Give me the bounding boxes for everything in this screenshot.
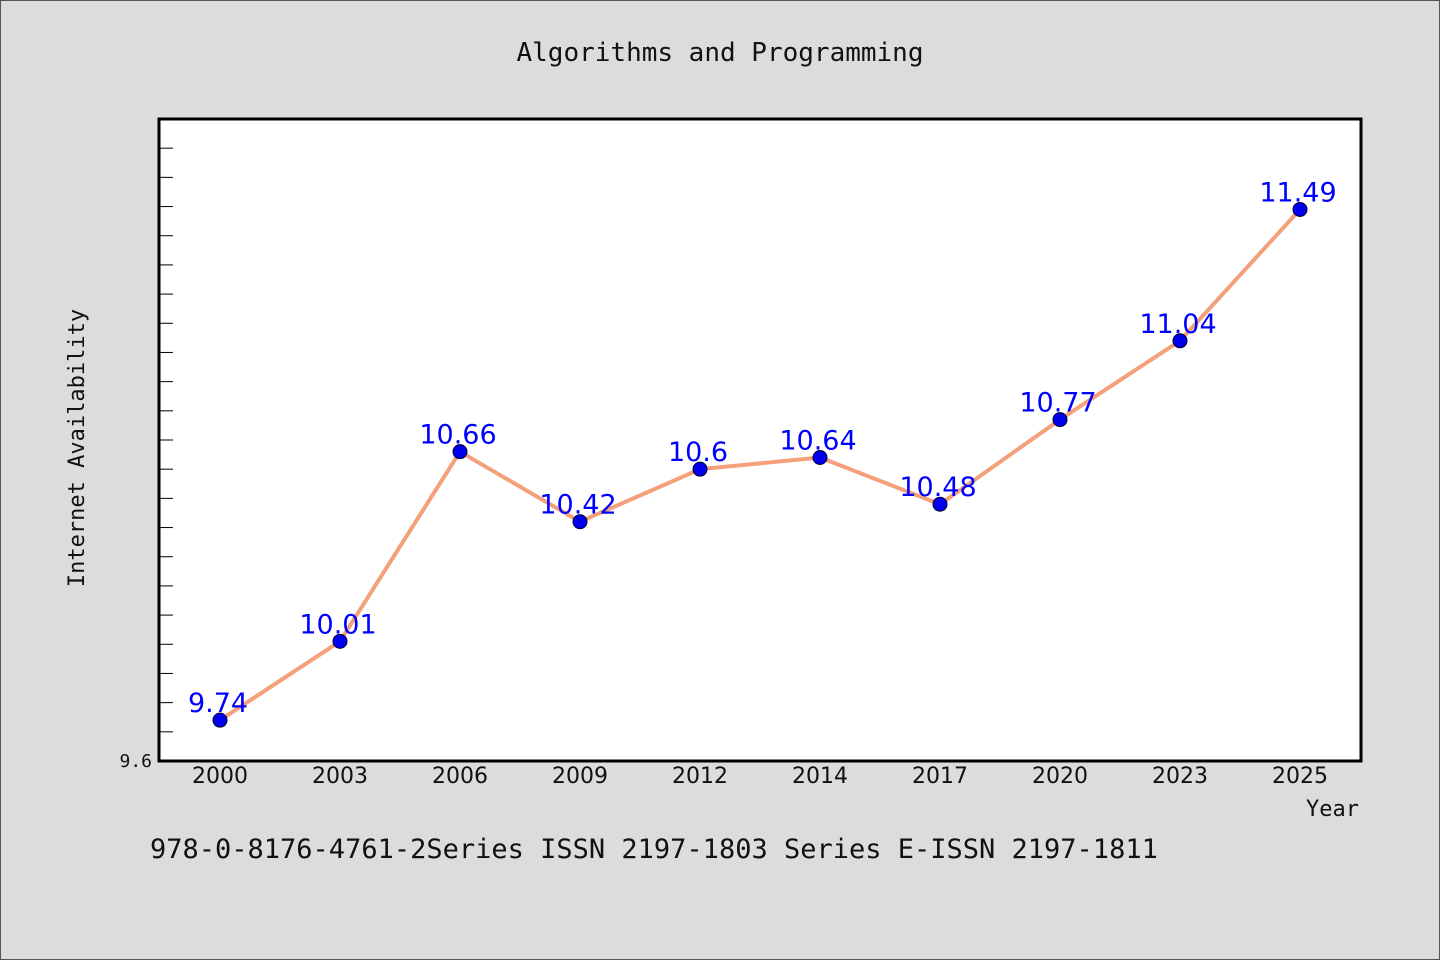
data-point (572, 514, 588, 530)
x-axis-label: Year (1306, 797, 1359, 822)
data-label: 10.77 (1019, 388, 1096, 419)
x-tick-label: 2012 (672, 764, 728, 789)
x-tick-label: 2003 (312, 764, 368, 789)
data-point (1172, 333, 1188, 349)
data-point (212, 712, 228, 728)
x-tick-label: 2017 (912, 764, 968, 789)
data-point (1292, 201, 1308, 217)
plot-area (157, 117, 1363, 763)
data-point (692, 461, 708, 477)
data-label: 10.42 (539, 490, 616, 521)
y-axis-label: Internet Availability (65, 309, 90, 587)
series-markers (212, 201, 1308, 728)
data-label: 10.01 (299, 609, 376, 640)
data-label: 11.04 (1139, 309, 1216, 340)
series-line-group (218, 208, 1302, 722)
data-label: 10.64 (779, 426, 856, 457)
data-point (332, 633, 348, 649)
x-tick-label: 2014 (792, 764, 848, 789)
x-tick-label: 2009 (552, 764, 608, 789)
data-point (812, 450, 828, 466)
x-tick-label: 2025 (1272, 764, 1328, 789)
data-point (452, 444, 468, 460)
data-label: 10.48 (899, 472, 976, 503)
chart-title: Algorithms and Programming (517, 38, 924, 68)
y-tick-label: 9.6 (119, 751, 152, 772)
x-tick-label: 2023 (1152, 764, 1208, 789)
y-axis-ticks (159, 147, 173, 762)
data-point (932, 496, 948, 512)
x-tick-label: 2020 (1032, 764, 1088, 789)
data-point (1052, 412, 1068, 428)
footer-isbn-text: 978-0-8176-4761-2Series ISSN 2197-1803 S… (150, 834, 1158, 865)
data-labels: 9.74 10.01 10.66 10.42 10.6 10.64 10.48 10.77 11… (188, 177, 1337, 719)
data-label: 9.74 (188, 688, 248, 719)
series-line (218, 208, 1302, 722)
x-tick-label: 2000 (192, 764, 248, 789)
data-label: 10.6 (668, 437, 728, 468)
data-label: 11.49 (1259, 177, 1336, 208)
data-label: 10.66 (419, 420, 496, 451)
x-tick-label: 2006 (432, 764, 488, 789)
x-axis-tick-labels: 2000 2003 2006 2009 2012 2014 2017 2020 2023 2025 (192, 764, 1328, 789)
